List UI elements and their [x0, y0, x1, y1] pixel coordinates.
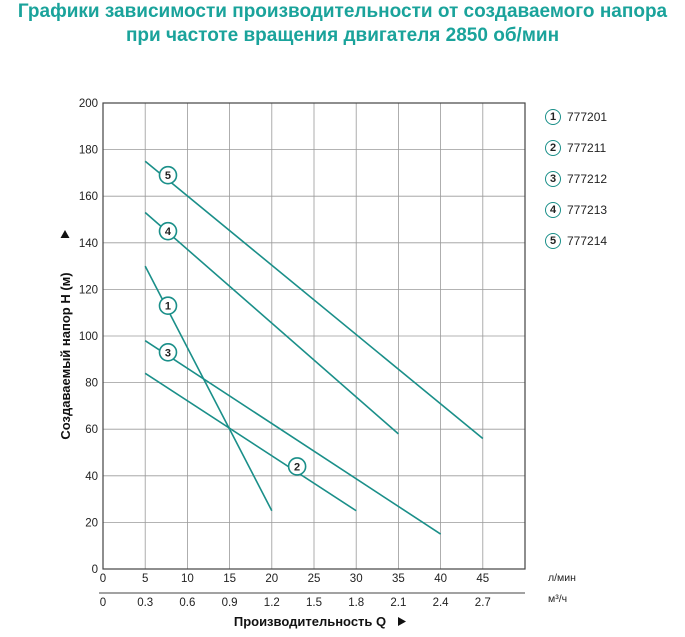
legend-item: 5 777214	[545, 225, 675, 256]
chart-title: Графики зависимости производительности о…	[0, 0, 685, 48]
x-tick-label: 35	[392, 573, 405, 585]
y-tick-label: 80	[85, 378, 98, 390]
x-axis-label: Производительность Q	[234, 614, 386, 629]
y-tick-label: 60	[85, 424, 98, 436]
x-tick-label: 15	[223, 573, 236, 585]
y-axis-label: Создаваемый напор H (м)	[58, 272, 73, 439]
series-marker-label: 4	[165, 226, 172, 238]
x-tick-label-secondary: 2.7	[475, 597, 491, 609]
legend-marker: 1	[545, 108, 561, 125]
y-tick-label: 140	[79, 238, 98, 250]
legend: 1 777201 2 777211 3 777212 4 777213 5 77…	[545, 101, 675, 256]
legend-marker: 4	[545, 201, 561, 218]
series-marker-label: 3	[165, 347, 171, 359]
y-tick-label: 0	[92, 564, 98, 576]
y-tick-label: 120	[79, 284, 98, 296]
x-tick-label-secondary: 0.3	[137, 597, 153, 609]
x-tick-label: 40	[434, 573, 447, 585]
legend-item: 2 777211	[545, 132, 675, 163]
x-tick-label-secondary: 0.6	[179, 597, 195, 609]
y-tick-label: 100	[79, 331, 98, 343]
legend-item: 4 777213	[545, 194, 675, 225]
series-line	[144, 160, 484, 440]
y-axis-arrow	[60, 230, 70, 238]
x-tick-label-secondary: 0	[100, 597, 106, 609]
x-unit-primary: л/мин	[548, 572, 576, 584]
legend-marker: 5	[545, 232, 561, 249]
series-marker	[287, 457, 307, 476]
legend-marker: 2	[545, 139, 561, 156]
x-tick-label-secondary: 1.5	[306, 597, 322, 609]
series-marker-label: 5	[165, 170, 171, 182]
series-marker	[158, 343, 178, 362]
x-tick-label-secondary: 1.2	[264, 597, 280, 609]
y-tick-label: 180	[79, 145, 98, 157]
x-tick-label: 25	[308, 573, 321, 585]
x-tick-label: 5	[142, 573, 148, 585]
legend-label: 777213	[567, 202, 608, 217]
series-line	[144, 339, 442, 535]
x-tick-label: 0	[100, 573, 106, 585]
x-tick-label: 30	[350, 573, 363, 585]
x-tick-label-secondary: 2.4	[433, 597, 450, 609]
chart-title-line-1: Графики зависимости производительности о…	[17, 1, 668, 22]
series-marker-label: 1	[165, 301, 171, 313]
series-marker	[158, 296, 178, 316]
series-marker	[158, 165, 178, 185]
x-tick-label-secondary: 1.8	[348, 597, 364, 609]
y-tick-label: 200	[79, 98, 98, 110]
chart-title-line-2: при частоте вращения двигателя 2850 об/м…	[125, 25, 560, 46]
legend-marker: 3	[545, 170, 561, 187]
x-axis-arrow	[398, 617, 406, 626]
series-marker	[158, 221, 178, 241]
legend-item: 1 777201	[545, 101, 675, 132]
legend-item: 3 777212	[545, 163, 675, 194]
legend-label: 777211	[567, 140, 607, 155]
x-tick-label: 45	[476, 573, 489, 585]
plot-frame	[102, 102, 526, 570]
x-tick-label-secondary: 2.1	[390, 597, 406, 609]
legend-label: 777214	[567, 233, 608, 248]
y-tick-label: 40	[85, 471, 98, 483]
legend-label: 777201	[567, 109, 608, 124]
x-tick-label: 20	[265, 573, 278, 585]
series-line	[144, 211, 399, 435]
x-tick-label-secondary: 0.9	[222, 597, 238, 609]
legend-label: 777212	[567, 171, 608, 186]
x-tick-label: 10	[181, 573, 194, 585]
series-marker-label: 2	[294, 461, 300, 473]
x-unit-secondary: м³/ч	[548, 593, 567, 605]
series-line	[144, 372, 357, 512]
y-tick-label: 160	[79, 191, 98, 203]
y-tick-label: 20	[85, 517, 98, 529]
